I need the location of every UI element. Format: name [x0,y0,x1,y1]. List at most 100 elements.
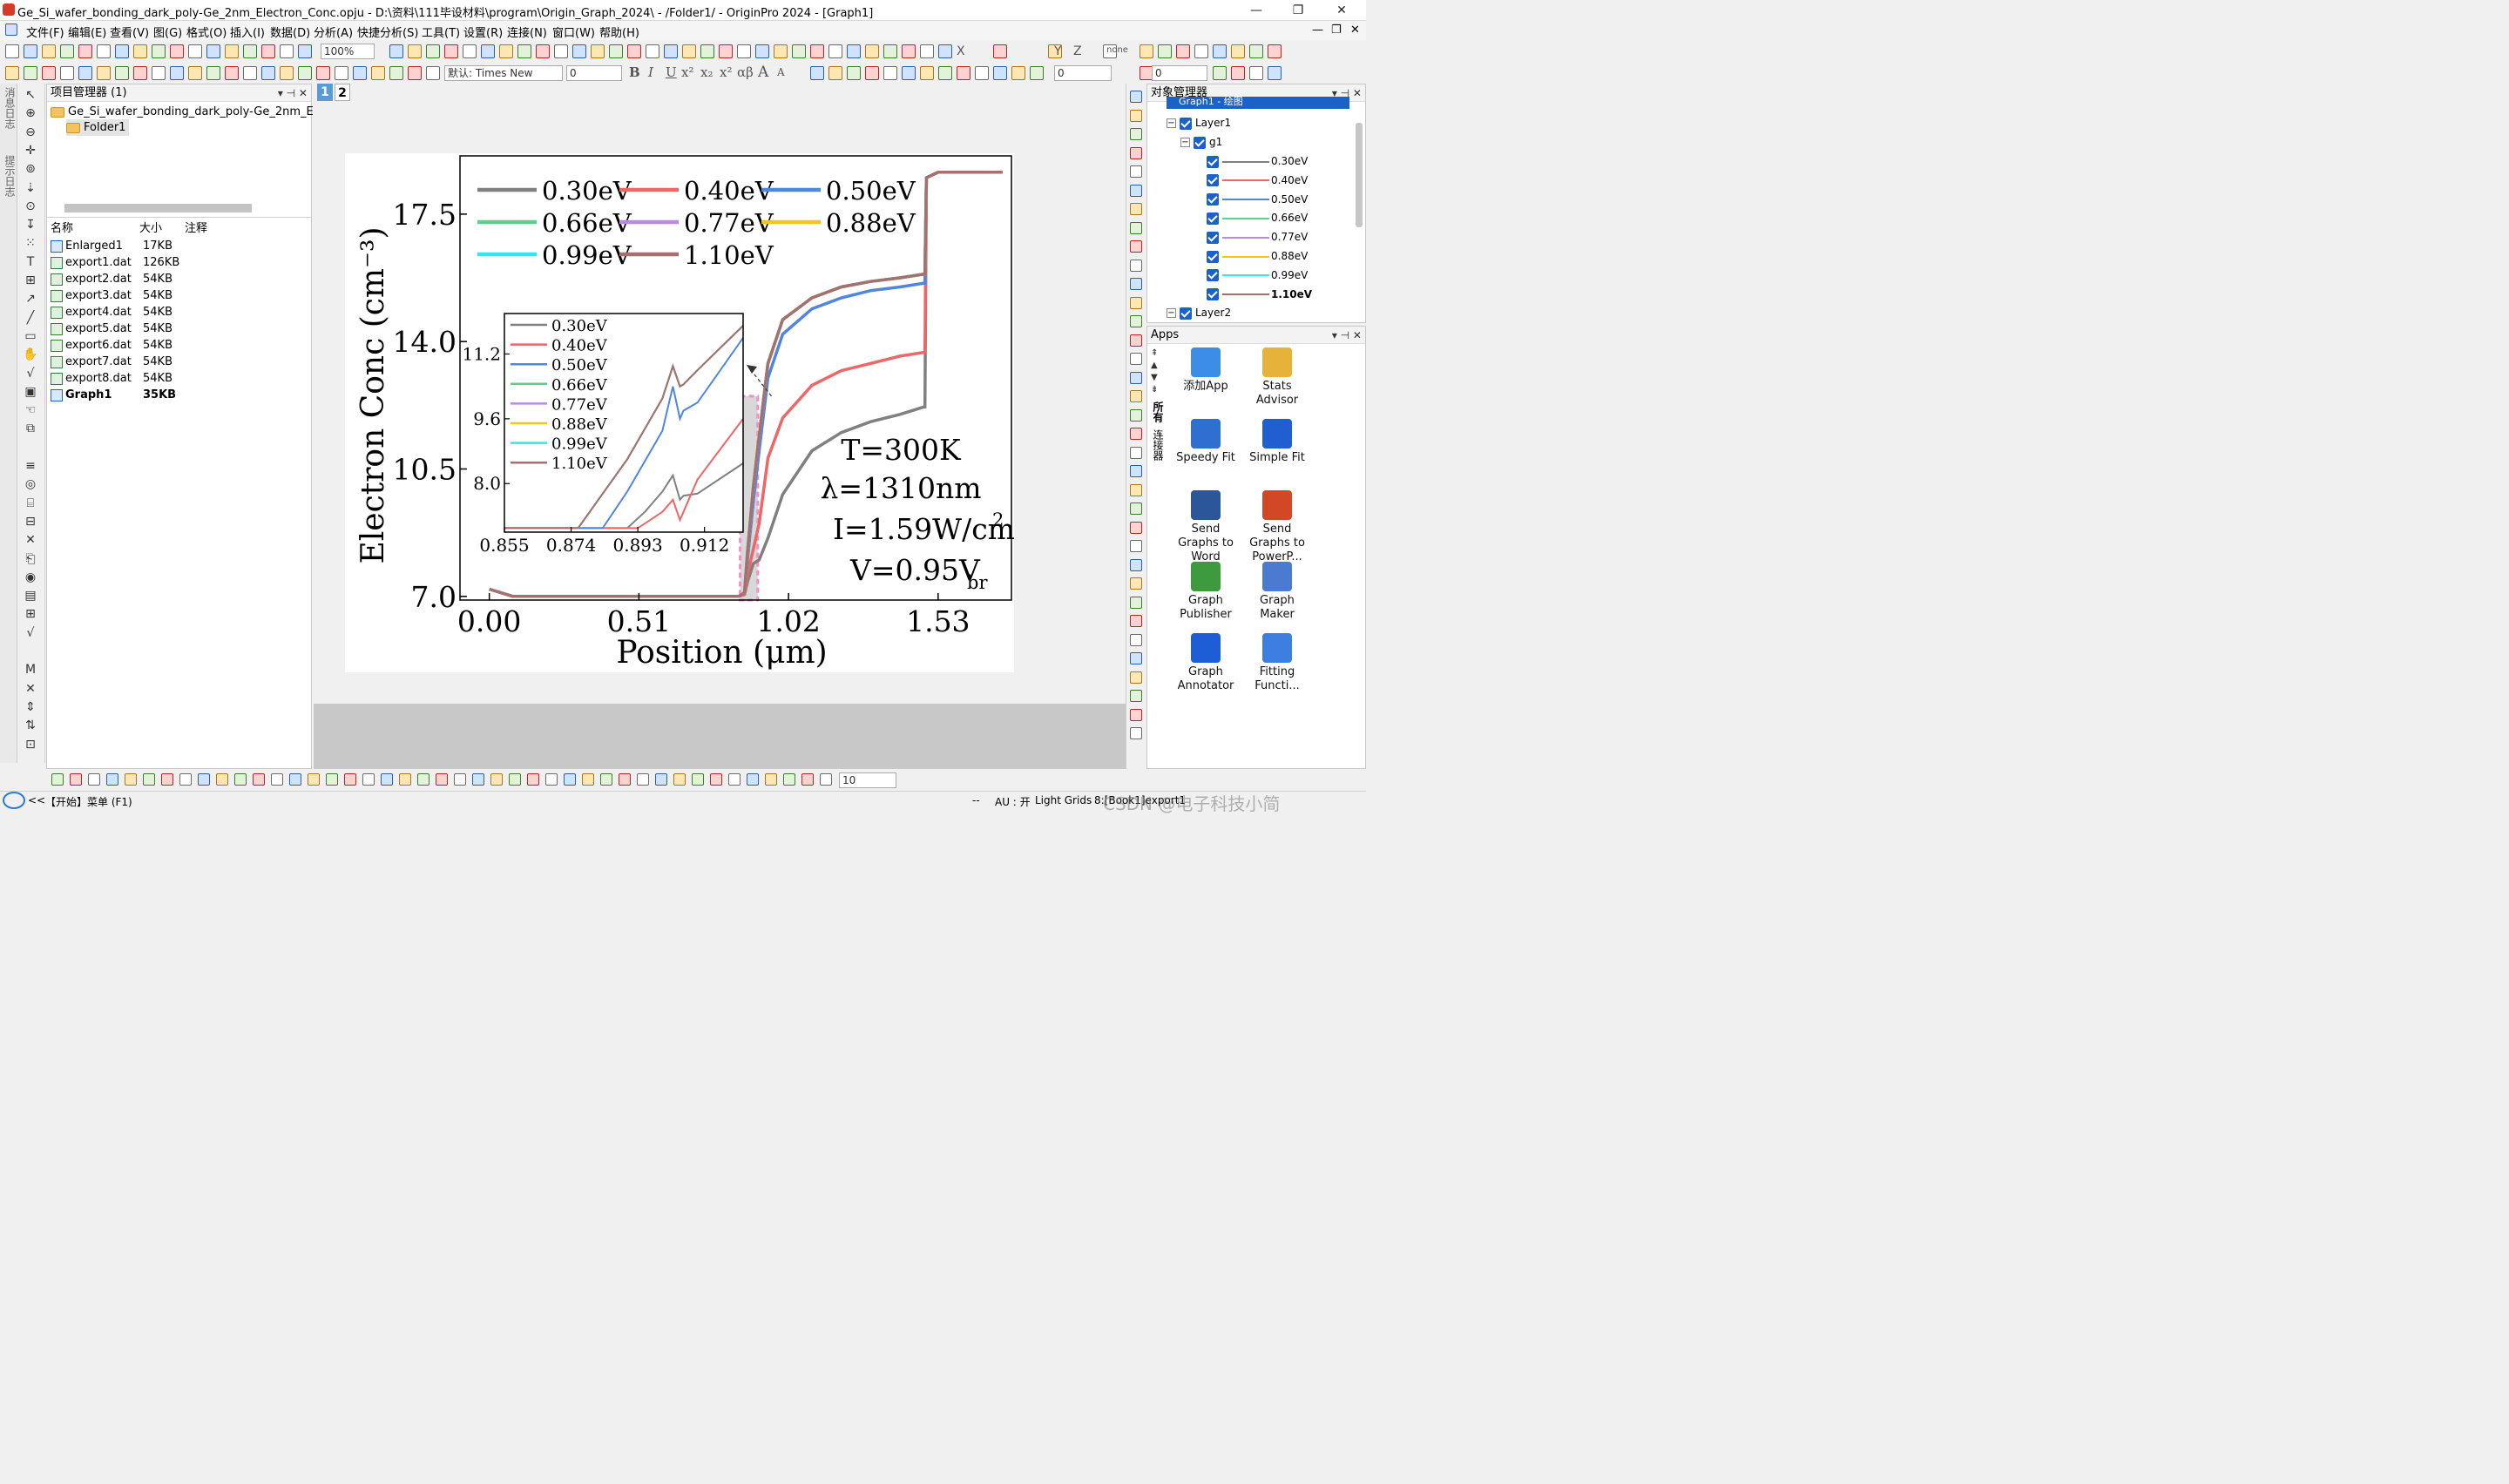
graph-tool-icon[interactable] [1130,259,1142,272]
toolbar-button-icon[interactable] [1231,44,1245,58]
graph-tool-icon[interactable] [1130,633,1142,646]
tool-button-icon[interactable]: ↗ [25,292,36,307]
toolbar-button-icon[interactable] [481,44,495,58]
active-book-status[interactable]: 8:[Book1]export1 [1094,794,1187,806]
toolbar-button-icon[interactable] [206,44,220,58]
plot-type-icon[interactable] [728,773,741,786]
plot-type-icon[interactable] [692,773,704,786]
tool-button-icon[interactable]: ⌸ [26,496,35,510]
toolbar-button-icon[interactable] [938,44,952,58]
visibility-checkbox[interactable] [1207,231,1219,244]
toolbar-button-icon[interactable] [883,66,897,80]
curve-tree-item[interactable]: 0.66eV [1207,209,1308,226]
graph1-tree-item[interactable]: Graph1 - 绘图 [1167,97,1349,109]
graph-tool-icon[interactable] [1130,408,1142,422]
graph-tool-icon[interactable] [1130,540,1142,552]
layer2-tree-item[interactable]: − Layer2 [1167,307,1232,320]
bold-button[interactable]: B [629,64,640,80]
tool-button-icon[interactable]: M [24,663,37,678]
minimize-button[interactable]: — [1250,3,1262,17]
toolbar-button-icon[interactable] [298,44,312,58]
graph-tool-icon[interactable] [1130,371,1142,384]
toolbar-button-icon[interactable] [225,44,239,58]
graph-window-icon[interactable] [5,24,17,36]
y-axis-label-button[interactable]: Y [1054,44,1062,58]
file-list-item[interactable]: Graph1 35KB [51,387,303,403]
app-tile[interactable]: Graph Maker [1241,562,1313,622]
graph-tool-icon[interactable] [1130,558,1142,571]
plot-type-icon[interactable] [161,773,173,786]
graph-tool-icon[interactable] [1130,521,1142,534]
menu-item[interactable]: 文件(F) [26,27,64,40]
plot-type-icon[interactable] [125,773,137,786]
graph-tool-icon[interactable] [1130,128,1142,140]
toolbar-button-icon[interactable] [371,66,385,80]
plot-type-icon[interactable] [747,773,759,786]
file-list-item[interactable]: export4.dat 54KB [51,304,303,320]
toolbar-button-icon[interactable] [847,66,861,80]
x-axis-label-button[interactable]: X [957,44,965,58]
graph-tool-icon[interactable] [1130,671,1142,684]
toolbar-button-icon[interactable] [335,66,348,80]
graph-tool-icon[interactable] [1130,577,1142,590]
toolbar-button-icon[interactable] [42,66,56,80]
superscript-button[interactable]: x² [681,64,694,80]
toolbar-button-icon[interactable] [1140,44,1153,58]
apps-tab-connectors[interactable]: 连接器 [1152,429,1164,461]
plot-type-icon[interactable] [271,773,283,786]
toolbar-button-icon[interactable] [536,44,550,58]
curve-tree-item[interactable]: 0.30eV [1207,152,1308,170]
visibility-checkbox[interactable] [1207,212,1219,225]
plot-type-icon[interactable] [344,773,356,786]
toolbar-button-icon[interactable] [133,44,147,58]
tool-button-icon[interactable]: ✕ [25,681,36,696]
toolbar-button-icon[interactable] [408,66,422,80]
tool-button-icon[interactable]: ⇅ [25,718,36,733]
tool-button-icon[interactable]: ⧉ [26,422,35,436]
visibility-checkbox[interactable] [1207,155,1219,168]
tool-button-icon[interactable]: ⇣ [25,180,36,195]
toolbar-button-icon[interactable] [426,44,440,58]
toolbar-button-icon[interactable] [1011,66,1025,80]
toolbar-button-icon[interactable] [42,44,56,58]
tool-button-icon[interactable]: ✋ [23,347,38,362]
tool-button-icon[interactable]: ⇕ [25,699,36,714]
toolbar-button-icon[interactable] [517,44,531,58]
hint-log-tab[interactable]: 提示日志 [3,155,16,197]
plot-type-icon[interactable] [509,773,521,786]
tool-button-icon[interactable]: ⁙ [25,236,36,251]
underline-button[interactable]: U [666,64,677,80]
toolbar-button-icon[interactable] [664,44,678,58]
tool-button-icon[interactable]: ⊚ [25,162,36,177]
plot-type-icon[interactable] [454,773,466,786]
zoom-select[interactable]: 100% [321,44,375,59]
toolbar-button-icon[interactable] [1030,66,1044,80]
toolbar-button-icon[interactable] [591,44,605,58]
menu-item[interactable]: 帮助(H) [599,27,639,40]
toolbar-button-icon[interactable] [115,66,129,80]
toolbar-button-icon[interactable] [719,44,733,58]
series-line-1.10eV[interactable] [489,171,1003,598]
plot-type-icon[interactable] [436,773,448,786]
toolbar-button-icon[interactable] [646,44,659,58]
curve-tree-item[interactable]: 0.50eV [1207,191,1308,208]
plot-type-icon[interactable] [143,773,155,786]
toolbar-button-icon[interactable] [1176,44,1190,58]
toolbar-button-icon[interactable] [444,44,458,58]
toolbar-button-icon[interactable] [755,44,769,58]
toolbar-button-icon[interactable] [78,66,92,80]
tool-button-icon[interactable]: ✕ [25,533,36,548]
plot-type-icon[interactable] [472,773,484,786]
app-tile[interactable]: 添加App [1170,347,1241,394]
toolbar-button-icon[interactable] [353,66,367,80]
graph-tool-icon[interactable] [1130,503,1142,515]
tool-button-icon[interactable]: ▭ [24,328,37,343]
panel-controls-icon[interactable]: ▾ ⊣ ✕ [1331,329,1362,341]
toolbar-button-icon[interactable] [975,66,989,80]
plot-type-icon[interactable] [308,773,320,786]
plot-type-icon[interactable] [362,773,375,786]
toolbar-button-icon[interactable] [572,44,586,58]
tool-button-icon[interactable]: ◉ [24,570,37,584]
app-tile[interactable]: Stats Advisor [1241,347,1313,408]
z-axis-label-button[interactable]: Z [1073,44,1082,58]
